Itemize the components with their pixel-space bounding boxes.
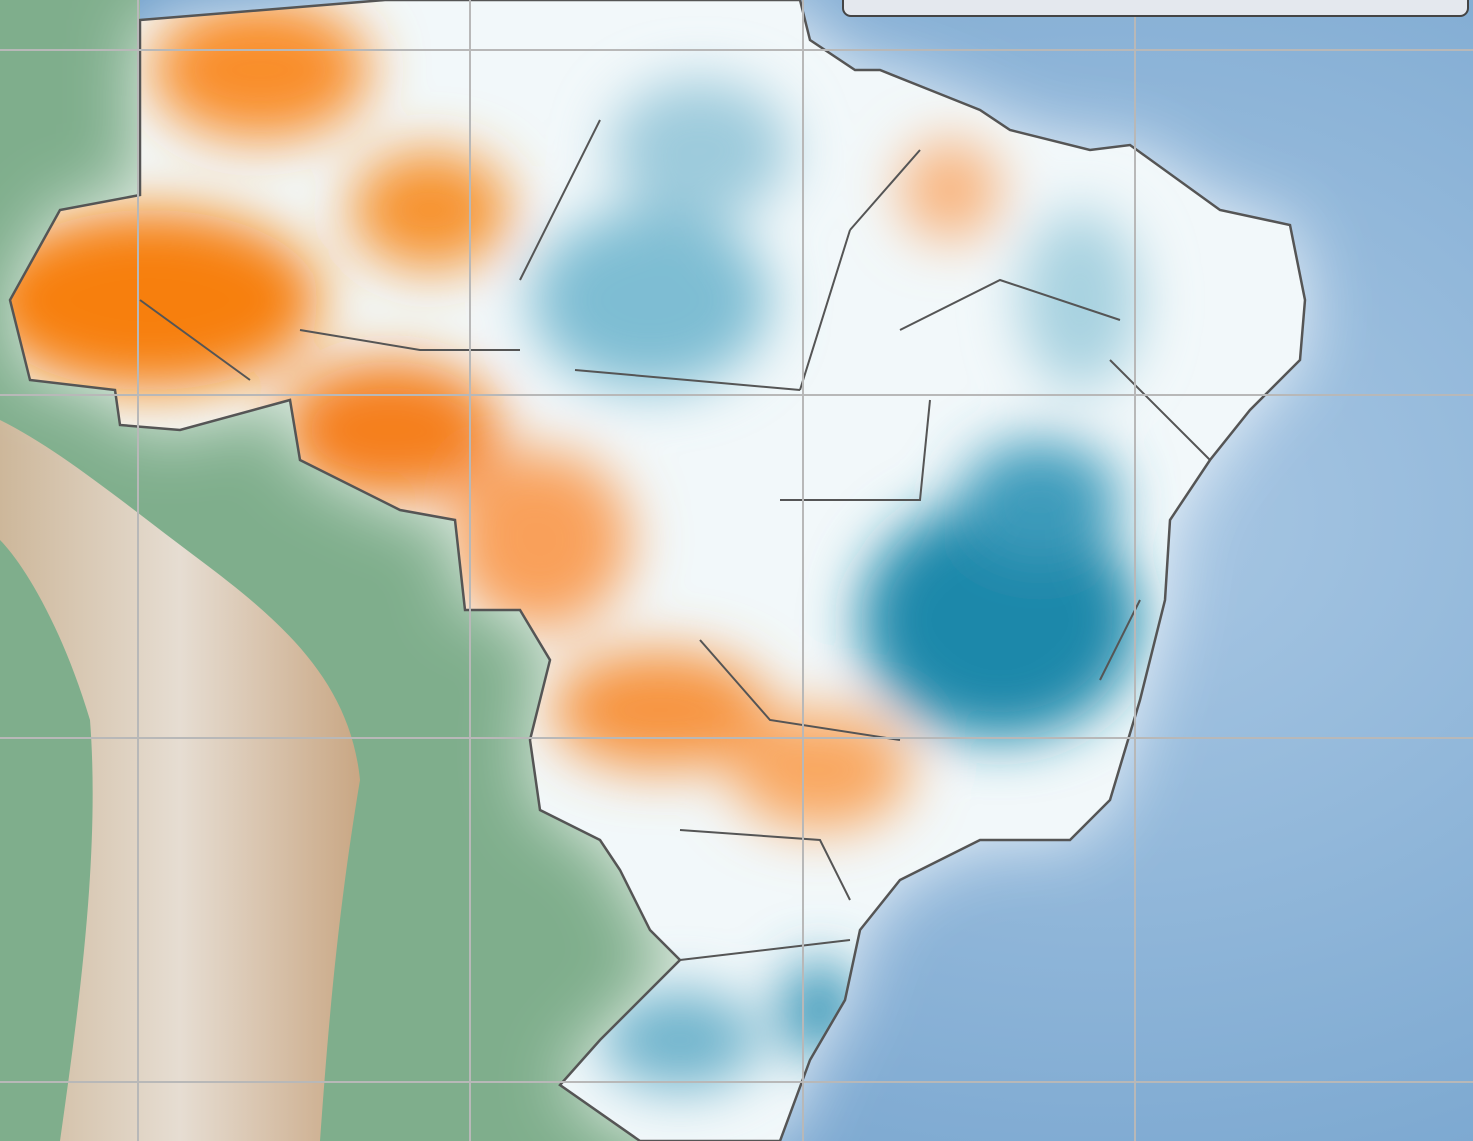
mountains bbox=[0, 420, 360, 1141]
title-box bbox=[842, 0, 1469, 17]
